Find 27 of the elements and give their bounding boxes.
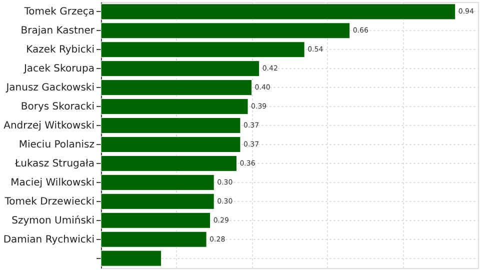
bar: [100, 60, 260, 77]
y-tick-label: Tomek Drzewiecki: [4, 196, 94, 208]
y-tick-label: Mieciu Polanisz: [18, 139, 94, 150]
y-tick-label: Brajan Kastner: [20, 26, 96, 37]
bar: [100, 250, 162, 266]
bar: [100, 193, 214, 210]
y-tick-label: Borys Skoracki: [20, 102, 94, 113]
bar: [100, 136, 241, 153]
bar: [100, 117, 241, 134]
y-tick-label: Jacek Skorupa: [22, 64, 94, 75]
y-tick-label: Maciej Wilkowski: [10, 177, 94, 188]
y-tick-label: Szymon Umiński: [12, 214, 94, 226]
bar: [100, 174, 214, 190]
y-tick-label: Kazek Rybicki: [26, 44, 94, 56]
y-tick-label: Andrzej Witkowski: [4, 120, 94, 132]
y-tick-label: Tomek Grzeça: [23, 6, 94, 18]
bar: [100, 4, 456, 20]
bar: [100, 80, 252, 96]
bar: [100, 98, 248, 115]
bar: [100, 231, 207, 248]
bar: [100, 22, 350, 39]
y-tick-label: Janusz Gackowski: [5, 82, 94, 94]
y-tick-label: Łukasz Strugała: [14, 158, 94, 170]
bar: [100, 212, 211, 228]
y-tick-label: Damian Rychwicki: [3, 234, 94, 246]
bar: [100, 155, 237, 172]
bar: [100, 42, 305, 58]
